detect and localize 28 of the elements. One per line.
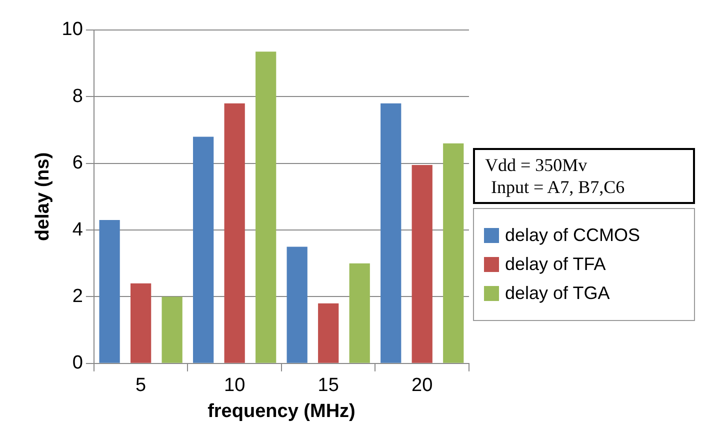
bar xyxy=(286,246,308,363)
legend-label: delay of TFA xyxy=(505,254,606,275)
bar xyxy=(380,103,402,363)
y-tick-label: 4 xyxy=(72,219,84,240)
bar xyxy=(349,263,370,363)
bar xyxy=(412,165,432,363)
bar xyxy=(162,296,182,363)
x-tick-label: 15 xyxy=(318,375,339,396)
x-axis-title: frequency (MHz) xyxy=(208,400,356,422)
bar xyxy=(256,52,276,363)
y-tick-label: 0 xyxy=(72,352,83,374)
bar xyxy=(130,283,152,363)
legend-label: delay of TGA xyxy=(505,283,610,304)
x-tick-label: 5 xyxy=(136,375,146,396)
bar xyxy=(193,136,214,363)
y-tick-label: 2 xyxy=(72,286,83,307)
bar xyxy=(224,103,245,363)
y-tick-label: 8 xyxy=(72,86,83,107)
y-tick-label: 6 xyxy=(72,152,83,174)
bar xyxy=(318,303,339,363)
x-tick-label: 20 xyxy=(412,375,433,396)
x-tick-label: 10 xyxy=(224,375,246,396)
y-tick-label: 10 xyxy=(62,19,83,40)
note-box: Vdd = 350Mv Input = A7, B7,C6 xyxy=(473,148,695,204)
y-axis-title: delay (ns) xyxy=(32,152,54,242)
bar xyxy=(99,220,120,363)
legend-label: delay of CCMOS xyxy=(505,225,640,246)
bar xyxy=(443,143,464,363)
